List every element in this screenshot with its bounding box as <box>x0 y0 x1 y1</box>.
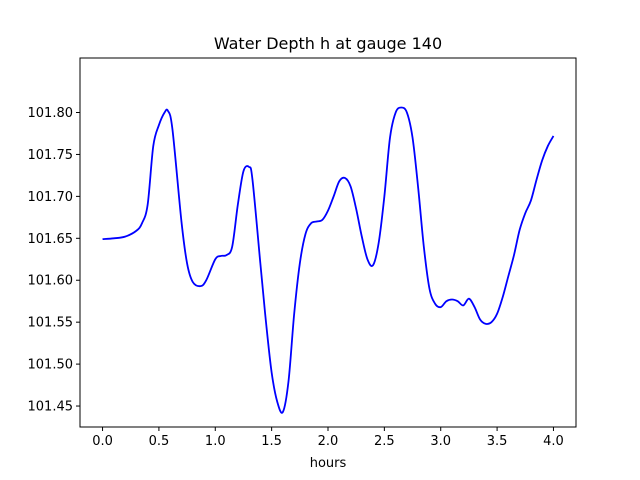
x-tick-label: 2.5 <box>374 434 395 449</box>
series-line <box>102 106 555 414</box>
x-tick-label: 2.0 <box>318 434 339 449</box>
y-axis: 101.45 101.50 101.55 101.60 101.65 101.70 101.… <box>28 106 80 415</box>
x-tick-label: 1.5 <box>261 434 282 449</box>
chart-title: Water Depth h at gauge 140 <box>214 34 442 53</box>
x-tick-label: 0.0 <box>92 434 113 449</box>
y-tick-label: 101.60 <box>28 274 74 289</box>
x-tick-label: 3.0 <box>430 434 451 449</box>
y-tick-label: 101.80 <box>28 106 74 121</box>
x-tick-label: 0.5 <box>149 434 170 449</box>
y-tick-label: 101.65 <box>28 232 74 247</box>
y-tick-label: 101.55 <box>28 316 74 331</box>
x-axis: 0.0 0.5 1.0 1.5 2.0 2.5 3.0 3.5 4.0 <box>92 427 564 449</box>
y-tick-label: 101.45 <box>28 400 74 415</box>
x-tick-label: 4.0 <box>543 434 564 449</box>
y-tick-label: 101.70 <box>28 190 74 205</box>
x-tick-label: 1.0 <box>205 434 226 449</box>
plot-area: 0.0 0.5 1.0 1.5 2.0 2.5 3.0 3.5 4.0 101.45 101.50… <box>28 57 577 449</box>
y-tick-label: 101.50 <box>28 358 74 373</box>
x-axis-label: hours <box>310 456 347 471</box>
y-tick-label: 101.75 <box>28 148 74 163</box>
x-tick-label: 3.5 <box>487 434 508 449</box>
